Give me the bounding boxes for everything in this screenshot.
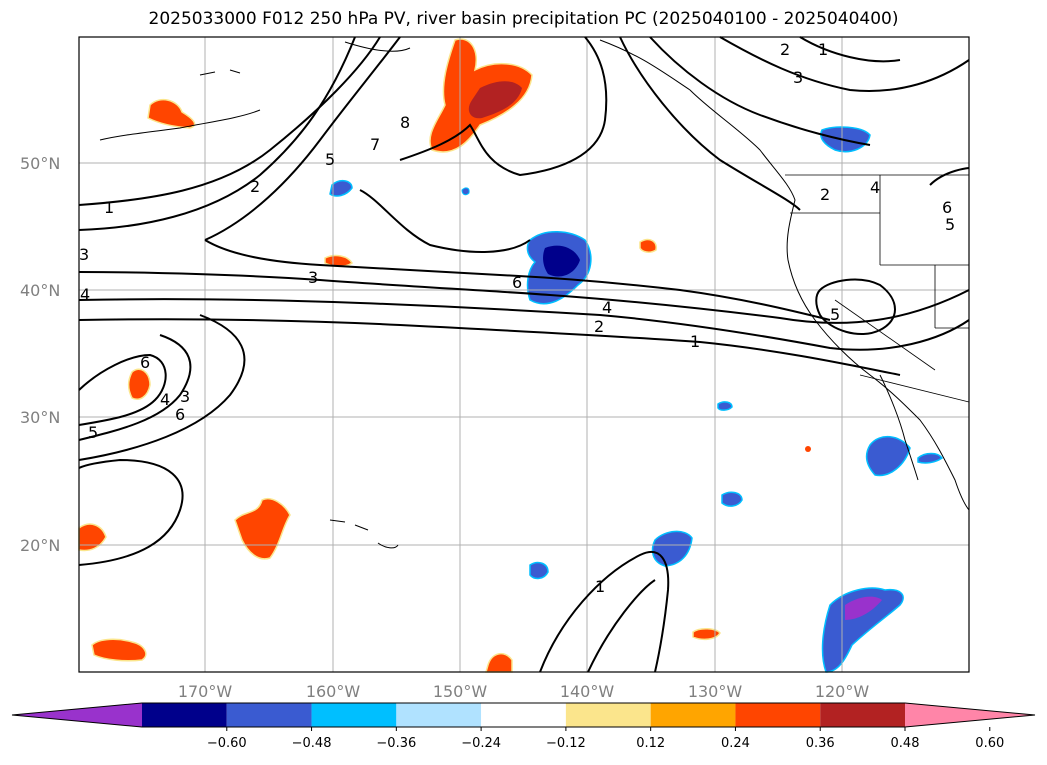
colorbar-segment: [735, 703, 821, 727]
colorbar-outline: [11, 702, 1036, 728]
colorbar-segment: [396, 703, 482, 727]
contour-label: 1: [818, 40, 828, 59]
colorbar-tick-label: 0.24: [721, 736, 750, 751]
contour-label: 6: [175, 405, 185, 424]
colorbar-tick-label: 0.48: [891, 736, 920, 751]
lon-label: 140°W: [560, 682, 615, 701]
longitude-labels: 170°W 160°W 150°W 140°W 130°W 120°W: [178, 682, 870, 701]
contour-label: 7: [370, 135, 380, 154]
colorbar-segment: [142, 703, 227, 727]
map-plot-area: 1 2 3 4 5 6 7 8 1 2 3 4 5 6 1 2 3 4 5 6 …: [78, 36, 970, 673]
latitude-labels: 20°N 30°N 40°N 50°N: [20, 154, 60, 555]
colorbar-segment: [820, 703, 905, 727]
contour-label: 6: [512, 273, 522, 292]
positive-anomaly-shading: [78, 38, 811, 673]
colorbar: −0.60 −0.48 −0.36 −0.24 −0.12 0.12 0.24 0.36 0.4…: [11, 702, 1036, 751]
map-title: 2025033000 F012 250 hPa PV, river basin …: [148, 9, 899, 29]
lat-label: 50°N: [20, 154, 60, 173]
contour-label: 1: [595, 577, 605, 596]
colorbar-tick-label: −0.48: [292, 736, 332, 751]
gridlines: [79, 37, 969, 672]
contour-label: 3: [180, 387, 190, 406]
contour-label: 5: [325, 150, 335, 169]
contour-label: 2: [780, 40, 790, 59]
lon-label: 130°W: [688, 682, 743, 701]
contour-label: 3: [308, 268, 318, 287]
colorbar-tick-label: −0.12: [546, 736, 586, 751]
lon-label: 120°W: [815, 682, 870, 701]
colorbar-tick-label: −0.36: [376, 736, 416, 751]
pv-contours: [78, 36, 970, 673]
lat-label: 30°N: [20, 408, 60, 427]
political-borders: [785, 174, 970, 403]
contour-label: 1: [104, 198, 114, 217]
contour-label: 6: [140, 353, 150, 372]
negative-anomaly-shading: [329, 126, 944, 673]
map-frame: [78, 36, 970, 673]
colorbar-segment: [481, 703, 566, 727]
coastlines: [99, 39, 970, 549]
colorbar-tick-label: −0.60: [207, 736, 247, 751]
colorbar-extend-low: [12, 703, 142, 727]
lon-label: 150°W: [433, 682, 488, 701]
lat-label: 40°N: [20, 281, 60, 300]
colorbar-segment: [226, 703, 312, 727]
colorbar-segment: [650, 703, 736, 727]
colorbar-tick-label: −0.24: [461, 736, 501, 751]
colorbar-tick-label: 0.36: [806, 736, 835, 751]
contour-label: 1: [690, 332, 700, 351]
contour-label: 2: [250, 177, 260, 196]
contour-label: 5: [830, 305, 840, 324]
contour-label: 4: [160, 390, 170, 409]
colorbar-extend-high: [905, 703, 1035, 727]
contour-label: 5: [88, 423, 98, 442]
contour-label: 5: [945, 215, 955, 234]
contour-label: 4: [80, 285, 90, 304]
contour-label: 4: [602, 298, 612, 317]
colorbar-segment: [565, 703, 651, 727]
contour-label: 6: [942, 198, 952, 217]
contour-label: 3: [793, 68, 803, 87]
colorbar-segment: [311, 703, 397, 727]
lon-label: 170°W: [178, 682, 233, 701]
lon-label: 160°W: [306, 682, 361, 701]
colorbar-tick-label: 0.12: [636, 736, 665, 751]
contour-label: 4: [870, 178, 880, 197]
contour-labels: 1 2 3 4 5 6 7 8 1 2 3 4 5 6 1 2 3 4 5 6 …: [79, 40, 955, 596]
contour-label: 8: [400, 113, 410, 132]
lat-label: 20°N: [20, 536, 60, 555]
colorbar-tick-label: 0.60: [975, 736, 1004, 751]
contour-label: 3: [79, 245, 89, 264]
contour-label: 2: [820, 185, 830, 204]
contour-label: 2: [594, 317, 604, 336]
